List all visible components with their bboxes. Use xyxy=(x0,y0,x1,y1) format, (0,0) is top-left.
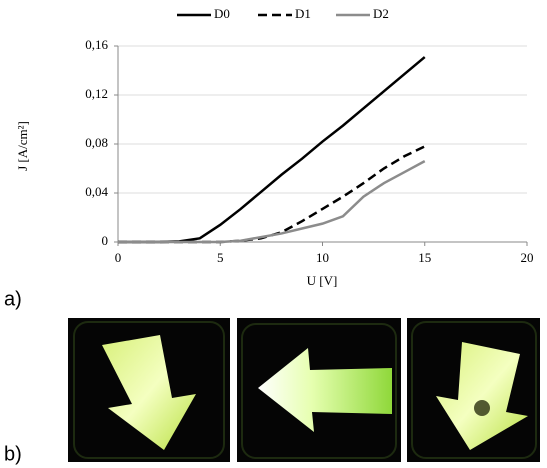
legend-label: D2 xyxy=(373,6,389,21)
photo xyxy=(68,318,230,462)
x-tick-label: 15 xyxy=(418,250,431,265)
y-tick-label: 0,04 xyxy=(85,184,108,199)
photo xyxy=(407,318,540,462)
series-line xyxy=(118,57,425,242)
y-tick-label: 0 xyxy=(102,233,109,248)
series-line xyxy=(118,146,425,242)
legend-label: D1 xyxy=(295,6,311,21)
x-tick-label: 0 xyxy=(115,250,122,265)
panel-label: a) xyxy=(4,288,22,310)
y-axis-label: J [A/cm²] xyxy=(15,121,30,171)
dark-spot xyxy=(474,400,490,416)
panel-label: b) xyxy=(4,443,22,465)
x-tick-label: 10 xyxy=(316,250,329,265)
series-line xyxy=(118,161,425,242)
y-tick-label: 0,08 xyxy=(85,135,108,150)
legend-label: D0 xyxy=(214,6,230,21)
x-axis-label: U [V] xyxy=(307,273,338,288)
y-tick-label: 0,12 xyxy=(85,86,108,101)
x-tick-label: 20 xyxy=(521,250,534,265)
x-tick-label: 5 xyxy=(217,250,224,265)
y-tick-label: 0,16 xyxy=(85,37,108,52)
figure: a) b) U [V] J [A/cm²] 0 0,04 0,08 0,12 0,16 0… xyxy=(0,0,547,468)
photo xyxy=(237,318,401,462)
